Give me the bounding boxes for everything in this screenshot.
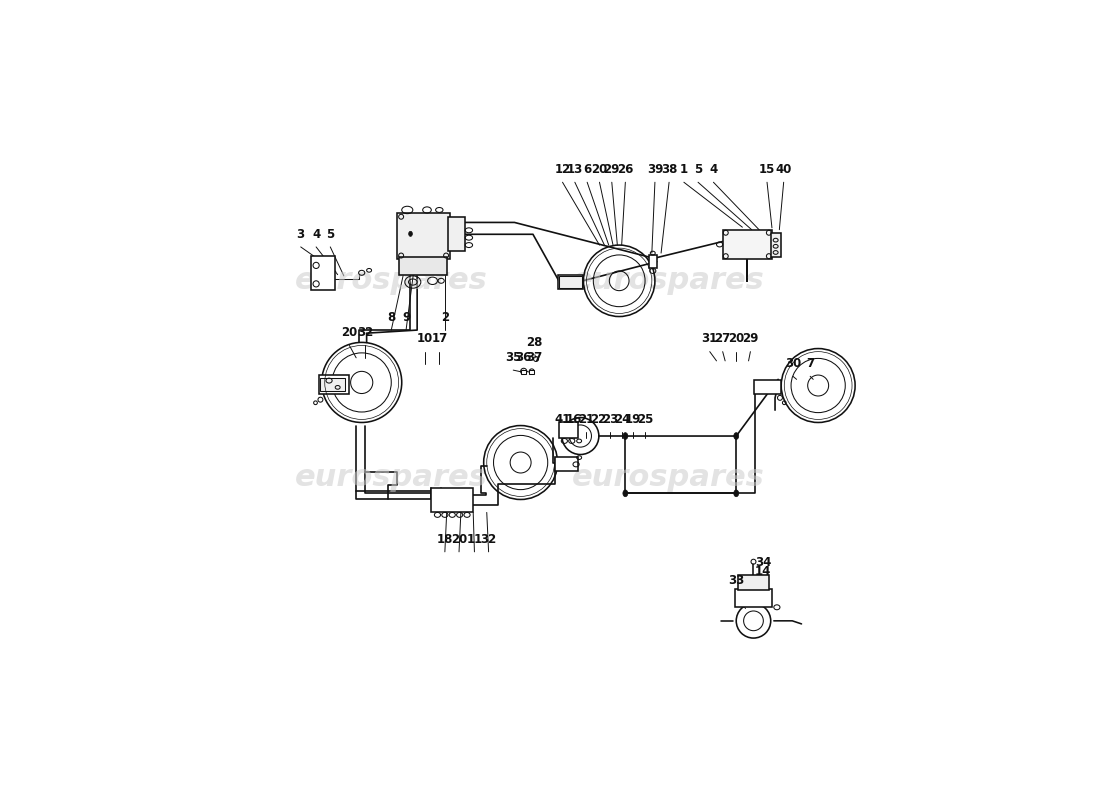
Ellipse shape <box>623 490 628 497</box>
Bar <box>311 256 334 290</box>
Bar <box>558 275 583 289</box>
Text: 26: 26 <box>617 163 634 176</box>
Text: 17: 17 <box>431 333 448 346</box>
Text: 10: 10 <box>417 333 432 346</box>
Text: 8: 8 <box>387 311 395 324</box>
Bar <box>397 213 450 259</box>
Text: 1: 1 <box>680 163 688 176</box>
Text: 20: 20 <box>341 326 358 339</box>
Text: 7: 7 <box>806 357 814 370</box>
Bar <box>723 230 772 259</box>
Bar <box>735 590 772 606</box>
Text: eurospares: eurospares <box>572 463 764 493</box>
Text: 13: 13 <box>566 163 583 176</box>
Text: 22: 22 <box>590 413 606 426</box>
Text: 23: 23 <box>602 413 618 426</box>
Bar <box>738 574 769 590</box>
Bar <box>399 258 448 274</box>
Text: 33: 33 <box>728 574 745 587</box>
Text: 4: 4 <box>710 163 717 176</box>
Text: 34: 34 <box>755 556 771 569</box>
Bar <box>771 233 781 258</box>
Text: 11: 11 <box>466 533 483 546</box>
Bar <box>431 488 473 512</box>
Ellipse shape <box>734 490 739 497</box>
Text: eurospares: eurospares <box>295 463 487 493</box>
Ellipse shape <box>623 433 628 439</box>
Text: 3: 3 <box>297 228 305 241</box>
Text: 27: 27 <box>715 333 730 346</box>
Text: 29: 29 <box>604 163 620 176</box>
Text: 2: 2 <box>441 311 450 324</box>
Text: 20: 20 <box>592 163 607 176</box>
Bar <box>448 218 465 251</box>
Text: 32: 32 <box>481 533 497 546</box>
Text: 35: 35 <box>505 351 521 364</box>
Text: 39: 39 <box>647 163 663 176</box>
Text: 18: 18 <box>437 533 453 546</box>
Text: 12: 12 <box>554 163 571 176</box>
Bar <box>560 422 578 438</box>
Text: 29: 29 <box>742 333 759 346</box>
Bar <box>529 370 534 374</box>
Text: 9: 9 <box>402 311 410 324</box>
Text: 38: 38 <box>661 163 678 176</box>
Bar <box>521 370 526 374</box>
Text: 4: 4 <box>312 228 320 241</box>
Text: 5: 5 <box>327 228 334 241</box>
Text: 41: 41 <box>554 413 571 426</box>
Bar <box>554 457 578 470</box>
Text: 40: 40 <box>776 163 792 176</box>
Text: 37: 37 <box>526 351 542 364</box>
Bar <box>320 378 345 391</box>
Text: 24: 24 <box>614 413 630 426</box>
Text: 31: 31 <box>702 333 718 346</box>
Bar <box>319 375 350 394</box>
Text: 15: 15 <box>759 163 775 176</box>
Text: 20: 20 <box>728 333 745 346</box>
Bar <box>755 380 781 394</box>
Text: 19: 19 <box>625 413 641 426</box>
Text: 30: 30 <box>784 357 801 370</box>
Ellipse shape <box>409 231 412 236</box>
Text: 36: 36 <box>515 351 531 364</box>
Text: 16: 16 <box>565 413 582 426</box>
Text: 14: 14 <box>755 565 771 578</box>
Text: eurospares: eurospares <box>572 266 764 295</box>
Text: 5: 5 <box>694 163 702 176</box>
Text: 32: 32 <box>358 326 374 339</box>
Ellipse shape <box>734 433 739 439</box>
Text: 20: 20 <box>451 533 468 546</box>
Text: 28: 28 <box>527 335 543 349</box>
Text: 21: 21 <box>578 413 594 426</box>
Bar <box>649 255 657 269</box>
Bar <box>559 277 582 287</box>
Text: 6: 6 <box>583 163 592 176</box>
Text: eurospares: eurospares <box>295 266 487 295</box>
Text: 25: 25 <box>637 413 653 426</box>
